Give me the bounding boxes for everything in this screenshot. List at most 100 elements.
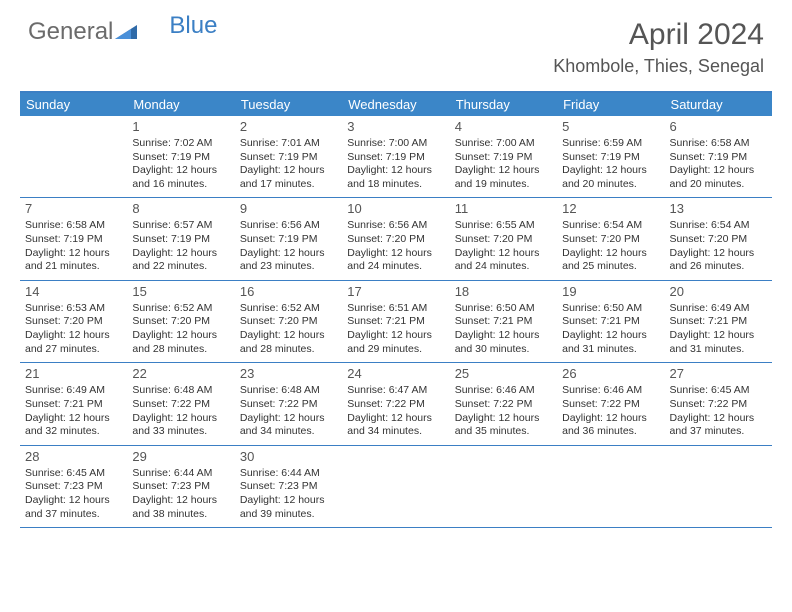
sunrise-text: Sunrise: 6:48 AM xyxy=(240,384,337,398)
logo-text-general: General xyxy=(28,18,113,46)
daylight1-text: Daylight: 12 hours xyxy=(347,412,444,426)
daylight1-text: Daylight: 12 hours xyxy=(240,412,337,426)
sunrise-text: Sunrise: 6:44 AM xyxy=(132,467,229,481)
sunset-text: Sunset: 7:20 PM xyxy=(25,315,122,329)
sunrise-text: Sunrise: 6:58 AM xyxy=(670,137,767,151)
day-cell: 11Sunrise: 6:55 AMSunset: 7:20 PMDayligh… xyxy=(450,198,557,279)
daylight2-text: and 28 minutes. xyxy=(240,343,337,357)
day-cell: 10Sunrise: 6:56 AMSunset: 7:20 PMDayligh… xyxy=(342,198,449,279)
sunrise-text: Sunrise: 7:00 AM xyxy=(347,137,444,151)
daylight1-text: Daylight: 12 hours xyxy=(132,494,229,508)
daylight1-text: Daylight: 12 hours xyxy=(240,494,337,508)
daylight1-text: Daylight: 12 hours xyxy=(132,247,229,261)
day-number: 15 xyxy=(132,284,229,301)
day-cell: 14Sunrise: 6:53 AMSunset: 7:20 PMDayligh… xyxy=(20,281,127,362)
sunrise-text: Sunrise: 6:52 AM xyxy=(132,302,229,316)
daylight2-text: and 16 minutes. xyxy=(132,178,229,192)
sunset-text: Sunset: 7:19 PM xyxy=(240,233,337,247)
day-number: 24 xyxy=(347,366,444,383)
sunset-text: Sunset: 7:23 PM xyxy=(240,480,337,494)
sunset-text: Sunset: 7:19 PM xyxy=(347,151,444,165)
sunset-text: Sunset: 7:20 PM xyxy=(132,315,229,329)
day-cell: 25Sunrise: 6:46 AMSunset: 7:22 PMDayligh… xyxy=(450,363,557,444)
week-row: 1Sunrise: 7:02 AMSunset: 7:19 PMDaylight… xyxy=(20,116,772,198)
daylight2-text: and 35 minutes. xyxy=(455,425,552,439)
day-number: 20 xyxy=(670,284,767,301)
week-row: 28Sunrise: 6:45 AMSunset: 7:23 PMDayligh… xyxy=(20,446,772,528)
day-number: 26 xyxy=(562,366,659,383)
day-number: 27 xyxy=(670,366,767,383)
daylight1-text: Daylight: 12 hours xyxy=(455,247,552,261)
daylight1-text: Daylight: 12 hours xyxy=(25,329,122,343)
month-title: April 2024 xyxy=(553,18,764,52)
day-cell: 16Sunrise: 6:52 AMSunset: 7:20 PMDayligh… xyxy=(235,281,342,362)
day-number: 16 xyxy=(240,284,337,301)
day-cell: 15Sunrise: 6:52 AMSunset: 7:20 PMDayligh… xyxy=(127,281,234,362)
day-number: 1 xyxy=(132,119,229,136)
day-number: 7 xyxy=(25,201,122,218)
day-cell: 19Sunrise: 6:50 AMSunset: 7:21 PMDayligh… xyxy=(557,281,664,362)
day-cell: 5Sunrise: 6:59 AMSunset: 7:19 PMDaylight… xyxy=(557,116,664,197)
sunrise-text: Sunrise: 6:50 AM xyxy=(455,302,552,316)
day-number: 10 xyxy=(347,201,444,218)
sunset-text: Sunset: 7:21 PM xyxy=(347,315,444,329)
day-cell: 8Sunrise: 6:57 AMSunset: 7:19 PMDaylight… xyxy=(127,198,234,279)
weekday-header: Friday xyxy=(557,93,664,116)
daylight2-text: and 19 minutes. xyxy=(455,178,552,192)
sunrise-text: Sunrise: 6:47 AM xyxy=(347,384,444,398)
day-number: 14 xyxy=(25,284,122,301)
daylight1-text: Daylight: 12 hours xyxy=(455,412,552,426)
day-number: 5 xyxy=(562,119,659,136)
sunset-text: Sunset: 7:23 PM xyxy=(132,480,229,494)
day-cell: 7Sunrise: 6:58 AMSunset: 7:19 PMDaylight… xyxy=(20,198,127,279)
daylight2-text: and 28 minutes. xyxy=(132,343,229,357)
sunset-text: Sunset: 7:19 PM xyxy=(132,233,229,247)
day-number: 28 xyxy=(25,449,122,466)
daylight1-text: Daylight: 12 hours xyxy=(132,412,229,426)
week-row: 7Sunrise: 6:58 AMSunset: 7:19 PMDaylight… xyxy=(20,198,772,280)
sunset-text: Sunset: 7:20 PM xyxy=(670,233,767,247)
sunrise-text: Sunrise: 6:49 AM xyxy=(25,384,122,398)
header: General Blue April 2024 Khombole, Thies,… xyxy=(0,0,792,85)
sunset-text: Sunset: 7:21 PM xyxy=(455,315,552,329)
daylight1-text: Daylight: 12 hours xyxy=(562,412,659,426)
weekday-header: Monday xyxy=(127,93,234,116)
sunrise-text: Sunrise: 6:55 AM xyxy=(455,219,552,233)
day-number: 19 xyxy=(562,284,659,301)
sunset-text: Sunset: 7:22 PM xyxy=(455,398,552,412)
sunset-text: Sunset: 7:21 PM xyxy=(670,315,767,329)
daylight2-text: and 29 minutes. xyxy=(347,343,444,357)
sunrise-text: Sunrise: 6:57 AM xyxy=(132,219,229,233)
sunrise-text: Sunrise: 6:49 AM xyxy=(670,302,767,316)
sunset-text: Sunset: 7:22 PM xyxy=(670,398,767,412)
day-cell: 2Sunrise: 7:01 AMSunset: 7:19 PMDaylight… xyxy=(235,116,342,197)
day-cell: 23Sunrise: 6:48 AMSunset: 7:22 PMDayligh… xyxy=(235,363,342,444)
weekday-header-row: Sunday Monday Tuesday Wednesday Thursday… xyxy=(20,93,772,116)
day-number: 21 xyxy=(25,366,122,383)
day-cell: 12Sunrise: 6:54 AMSunset: 7:20 PMDayligh… xyxy=(557,198,664,279)
daylight2-text: and 24 minutes. xyxy=(455,260,552,274)
sunset-text: Sunset: 7:21 PM xyxy=(562,315,659,329)
daylight2-text: and 23 minutes. xyxy=(240,260,337,274)
day-cell: 6Sunrise: 6:58 AMSunset: 7:19 PMDaylight… xyxy=(665,116,772,197)
sunrise-text: Sunrise: 7:01 AM xyxy=(240,137,337,151)
sunset-text: Sunset: 7:19 PM xyxy=(670,151,767,165)
daylight1-text: Daylight: 12 hours xyxy=(240,247,337,261)
sunset-text: Sunset: 7:20 PM xyxy=(455,233,552,247)
daylight2-text: and 31 minutes. xyxy=(562,343,659,357)
sunrise-text: Sunrise: 6:58 AM xyxy=(25,219,122,233)
day-number: 18 xyxy=(455,284,552,301)
day-cell: 13Sunrise: 6:54 AMSunset: 7:20 PMDayligh… xyxy=(665,198,772,279)
daylight2-text: and 20 minutes. xyxy=(670,178,767,192)
day-cell xyxy=(557,446,664,527)
sunrise-text: Sunrise: 6:46 AM xyxy=(455,384,552,398)
sunset-text: Sunset: 7:19 PM xyxy=(132,151,229,165)
daylight1-text: Daylight: 12 hours xyxy=(25,494,122,508)
day-number: 11 xyxy=(455,201,552,218)
calendar-grid: Sunday Monday Tuesday Wednesday Thursday… xyxy=(20,91,772,528)
daylight1-text: Daylight: 12 hours xyxy=(240,329,337,343)
logo-text-blue: Blue xyxy=(169,12,217,40)
sunset-text: Sunset: 7:19 PM xyxy=(562,151,659,165)
day-number: 8 xyxy=(132,201,229,218)
sunrise-text: Sunrise: 6:45 AM xyxy=(670,384,767,398)
